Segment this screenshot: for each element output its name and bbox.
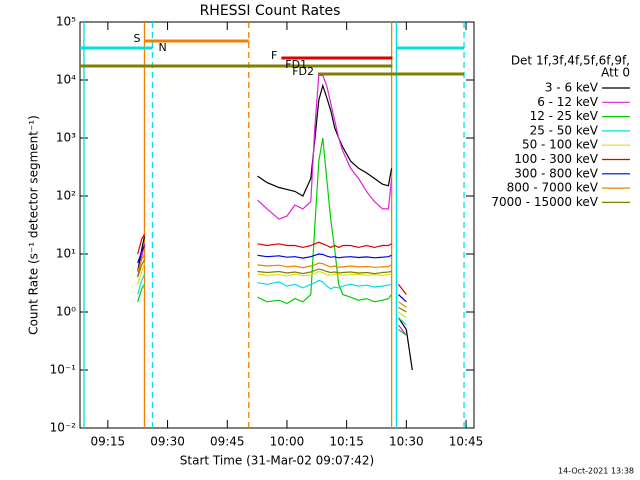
- legend-label: 800 - 7000 keV: [507, 181, 599, 195]
- interval-label: N: [158, 41, 166, 54]
- series-line: [137, 83, 413, 371]
- series-line: [137, 233, 407, 295]
- x-tick-label: 09:30: [150, 435, 185, 449]
- legend-label: 12 - 25 keV: [530, 109, 599, 123]
- legend-label: 3 - 6 keV: [545, 81, 599, 95]
- series-line: [137, 137, 407, 336]
- x-tick-label: 10:15: [329, 435, 364, 449]
- series-line: [137, 74, 407, 336]
- interval-label: FD2: [292, 65, 314, 78]
- x-axis-title: Start Time (31-Mar-02 09:07:42): [180, 454, 374, 468]
- legend-title: Att 0: [601, 66, 630, 80]
- legend-label: 300 - 800 keV: [514, 166, 598, 180]
- y-tick-label: 10¹: [56, 247, 76, 261]
- y-tick-label: 10⁻²: [50, 421, 77, 435]
- chart-title: RHESSI Count Rates: [200, 3, 341, 19]
- y-tick-label: 10⁴: [56, 73, 76, 87]
- series-line: [137, 273, 407, 326]
- x-tick-label: 09:15: [91, 435, 126, 449]
- series-line: [137, 259, 407, 313]
- series-line: [137, 245, 407, 303]
- y-axis-title: Count Rate (s⁻¹ detector segment⁻¹): [27, 115, 41, 335]
- legend-label: 25 - 50 keV: [530, 123, 599, 137]
- series-line: [137, 262, 407, 319]
- footer: 14-Oct-2021 13:38: [558, 467, 634, 476]
- legend-label: 6 - 12 keV: [537, 95, 599, 109]
- x-tick-label: 09:45: [210, 435, 245, 449]
- y-tick-label: 10²: [56, 189, 76, 203]
- y-tick-label: 10⁻¹: [50, 363, 77, 377]
- y-tick-label: 10⁵: [56, 15, 76, 29]
- legend-label: 50 - 100 keV: [522, 138, 599, 152]
- interval-label: S: [133, 32, 140, 45]
- series-line: [137, 253, 407, 308]
- y-tick-label: 10³: [56, 131, 76, 145]
- interval-label: FD1: [285, 58, 307, 71]
- legend-label: 100 - 300 keV: [514, 152, 598, 166]
- x-tick-label: 10:30: [389, 435, 424, 449]
- plot-frame: [79, 21, 475, 429]
- x-tick-label: 10:00: [270, 435, 305, 449]
- y-tick-label: 10⁰: [56, 305, 76, 319]
- legend-title: Det 1f,3f,4f,5f,6f,9f,: [511, 54, 630, 68]
- plot-area: [80, 22, 465, 428]
- interval-label: F: [271, 49, 277, 62]
- x-tick-label: 10:45: [449, 435, 484, 449]
- legend-label: 7000 - 15000 keV: [491, 195, 598, 209]
